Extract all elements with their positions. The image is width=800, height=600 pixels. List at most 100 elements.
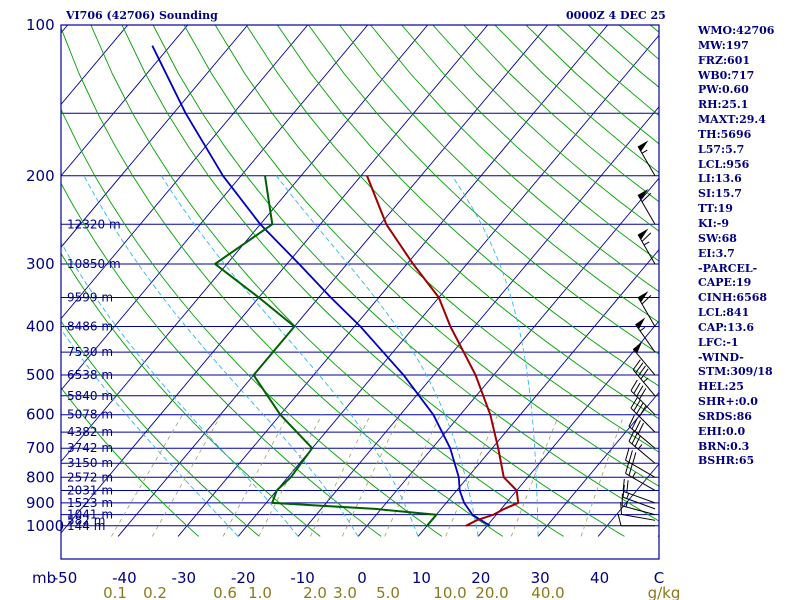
pressure-tick-label: 600 (26, 406, 55, 424)
moist-adiabat-line (451, 175, 539, 537)
wind-barb (632, 341, 656, 376)
index-value: LCL:841 (698, 306, 750, 320)
dry-adiabat-line (183, 25, 659, 487)
wind-barb-staff (628, 425, 656, 449)
temperature-tick-label: 0 (357, 569, 367, 587)
dry-adiabat-line (152, 25, 659, 522)
wind-barb-full (630, 379, 638, 391)
pressure-tick-label: 1000 (26, 517, 64, 535)
wind-barb-full (633, 400, 641, 412)
wind-barb-flag (638, 291, 649, 303)
wind-barb-full (631, 417, 638, 430)
wind-barb-half (637, 444, 643, 450)
dry-adiabat-line (308, 25, 659, 355)
isotherm-line (357, 177, 659, 537)
wind-barb-full (637, 365, 646, 377)
temperature-tick-label: -40 (112, 569, 137, 587)
index-value: FRZ:601 (698, 53, 751, 67)
wind-barb-full (635, 362, 644, 374)
height-label: 7530 m (67, 345, 113, 359)
mixing-ratio-unit-label: g/kg (648, 584, 681, 600)
wind-barb (621, 493, 656, 516)
height-label: 3150 m (67, 456, 113, 470)
wind-barb-flag (638, 140, 649, 152)
height-label: 3742 m (67, 441, 113, 455)
dry-adiabat-line (61, 182, 382, 537)
index-value: HEL:25 (698, 380, 744, 394)
dewpoint-profile-line (214, 175, 438, 527)
pressure-tick-label: 400 (26, 318, 55, 336)
index-value: CAP:13.6 (698, 320, 755, 334)
wind-barb-staff (632, 348, 656, 376)
pressure-unit-label: mb (32, 569, 56, 587)
background-grid (61, 25, 800, 537)
dry-adiabat-line (277, 25, 659, 387)
dry-adiabat-line (775, 25, 800, 536)
wind-barbs (617, 140, 656, 527)
wind-barb (630, 379, 656, 416)
index-value: SI:15.7 (698, 187, 742, 201)
wind-barb-full (628, 463, 633, 476)
temperature-tick-label: C (654, 569, 664, 587)
mixing-ratio-line (580, 414, 625, 537)
wind-barb-half (632, 472, 636, 478)
wind-barb-full (628, 415, 635, 427)
index-value: L57:5.7 (698, 142, 745, 156)
height-label: 9599 m (67, 290, 113, 304)
mixing-ratio-tick-label: 0.6 (213, 584, 237, 600)
wind-barb-full (626, 480, 629, 493)
wind-barb-full (639, 405, 647, 417)
isotherm-line (417, 248, 659, 537)
wind-barb-full (634, 435, 641, 447)
sounding-profiles (151, 45, 520, 527)
mixing-ratio-tick-label: 0.2 (143, 584, 167, 600)
wind-barb (637, 188, 656, 225)
index-value: PW:0.60 (698, 83, 749, 97)
wind-barb-flag (635, 317, 646, 330)
isotherm-line (537, 391, 659, 537)
wind-barb-staff (622, 496, 656, 510)
wind-barb-half (626, 492, 630, 499)
temperature-tick-label: 40 (590, 569, 609, 587)
isotherm-line (477, 320, 659, 537)
wind-barb-full (633, 382, 641, 394)
temperature-tick-label: -20 (231, 569, 256, 587)
wind-barb-staff (621, 513, 656, 521)
wind-barb-full (630, 397, 638, 409)
dry-adiabat-line (90, 25, 564, 537)
wind-barb-full (620, 502, 623, 515)
wind-barb (622, 478, 656, 504)
isotherm-line (61, 25, 309, 320)
mixing-ratio-line (510, 414, 560, 537)
index-value: EHI:0.0 (698, 424, 746, 438)
wind-barb-half (625, 500, 629, 508)
wind-barb (630, 397, 656, 433)
index-value: SW:68 (698, 231, 737, 245)
wind-barb-full (641, 295, 652, 305)
temperature-tick-label: 30 (531, 569, 550, 587)
isotherm-line (61, 25, 249, 248)
height-label: 4382 m (67, 425, 113, 439)
pressure-tick-label: 900 (26, 494, 55, 512)
pressure-tick-label: 300 (26, 255, 55, 273)
index-value: -WIND- (698, 350, 744, 364)
mixing-ratio-tick-label: 3.0 (333, 584, 357, 600)
mixing-ratio-line (384, 414, 441, 537)
mixing-ratio-tick-label: 40.0 (531, 584, 564, 600)
height-label: 10850 m (67, 257, 121, 271)
plot-frame (60, 24, 660, 560)
height-label: 2031 m (67, 483, 113, 497)
index-value: TT:19 (698, 202, 733, 216)
isotherm-line (61, 25, 189, 177)
wind-barb-full (622, 478, 625, 492)
wind-barb-staff (630, 390, 656, 416)
wind-barb (625, 461, 656, 491)
mixing-ratio-line (151, 414, 222, 537)
height-label: 12320 m (67, 217, 121, 231)
index-value: EI:3.7 (698, 246, 735, 260)
wind-barb-full (632, 359, 641, 371)
wind-barb-staff (637, 296, 656, 327)
isotherm-line (177, 25, 609, 537)
index-value: MW:197 (698, 38, 749, 52)
